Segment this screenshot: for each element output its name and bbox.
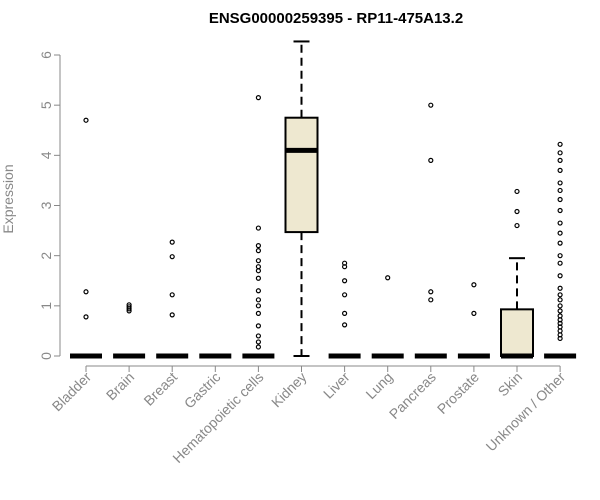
outlier-point xyxy=(255,258,261,264)
outlier-point xyxy=(557,180,563,186)
outlier-point xyxy=(428,297,434,303)
outlier-point xyxy=(83,289,89,295)
outlier-point xyxy=(557,308,563,314)
outlier-point xyxy=(126,304,132,310)
outlier-point xyxy=(557,313,563,319)
outlier-point xyxy=(557,260,563,266)
outlier-point xyxy=(255,323,261,329)
box-group xyxy=(242,95,275,359)
outlier-point xyxy=(83,117,89,123)
outlier-point xyxy=(255,264,261,270)
outlier-point xyxy=(342,260,348,266)
outlier-point xyxy=(428,289,434,295)
y-axis: 0 1 2 3 4 5 6 xyxy=(38,51,61,360)
outlier-point xyxy=(255,268,261,274)
outlier-point xyxy=(557,303,563,309)
outlier-point xyxy=(255,303,261,309)
outlier-point xyxy=(557,285,563,291)
outlier-point xyxy=(557,196,563,203)
category-label: Gastric xyxy=(181,369,224,412)
y-axis-label: Expression xyxy=(0,164,16,233)
outlier-point xyxy=(557,297,563,303)
outlier-point xyxy=(255,339,261,345)
outlier-point xyxy=(514,222,520,229)
box-group xyxy=(156,239,189,359)
box-group xyxy=(284,40,319,357)
outlier-point xyxy=(255,95,261,101)
outlier-point xyxy=(342,322,348,328)
outlier-point xyxy=(342,310,348,316)
y-tick-label: 2 xyxy=(38,252,54,260)
category-label: Lung xyxy=(362,369,395,402)
outlier-point xyxy=(557,273,563,279)
outlier-point xyxy=(557,220,563,226)
outlier-point xyxy=(385,275,391,281)
outlier-point xyxy=(557,141,563,147)
category-label: Skin xyxy=(495,369,526,400)
category-label: Bladder xyxy=(49,369,95,415)
outlier-point xyxy=(471,310,477,316)
outlier-point xyxy=(169,254,175,260)
outlier-point xyxy=(255,333,261,339)
outlier-point xyxy=(557,230,563,236)
outlier-point xyxy=(514,208,520,215)
outlier-point xyxy=(255,288,261,294)
chart-title: ENSG00000259395 - RP11-475A13.2 xyxy=(209,10,463,27)
outlier-point xyxy=(557,328,563,334)
outlier-point xyxy=(255,344,261,350)
box-group xyxy=(457,282,490,359)
box-group xyxy=(328,260,361,359)
outlier-point xyxy=(557,187,563,194)
outlier-point xyxy=(255,248,261,254)
y-tick-label: 0 xyxy=(38,352,54,360)
category-label: Kidney xyxy=(268,369,310,411)
outlier-point xyxy=(557,253,563,259)
outlier-point xyxy=(471,282,477,288)
outlier-point xyxy=(342,292,348,298)
y-tick-label: 6 xyxy=(38,51,54,59)
outlier-point xyxy=(428,157,434,163)
outlier-point xyxy=(428,102,434,108)
box-series xyxy=(70,40,577,359)
outlier-point xyxy=(255,225,261,231)
box-body xyxy=(284,116,319,234)
outlier-point xyxy=(514,188,520,195)
category-label: Pancreas xyxy=(386,369,439,422)
outlier-point xyxy=(557,167,563,173)
box-group xyxy=(500,188,534,359)
category-label: Unknown / Other xyxy=(483,369,569,455)
y-tick-label: 1 xyxy=(38,302,54,310)
box-group xyxy=(113,302,146,359)
outlier-point xyxy=(169,312,175,318)
category-label: Brain xyxy=(103,369,137,403)
outlier-point xyxy=(557,207,563,214)
box-group xyxy=(70,117,102,359)
box-body xyxy=(500,308,534,357)
box-group xyxy=(414,102,447,359)
outlier-point xyxy=(255,243,261,249)
outlier-point xyxy=(255,275,261,281)
outlier-point xyxy=(557,157,563,163)
outlier-point xyxy=(255,310,261,316)
box-group xyxy=(544,141,577,359)
outlier-point xyxy=(557,292,563,298)
y-tick-label: 5 xyxy=(38,101,54,109)
y-tick-label: 3 xyxy=(38,201,54,209)
box-group xyxy=(371,275,404,359)
outlier-point xyxy=(557,150,563,156)
y-tick-label: 4 xyxy=(38,151,54,159)
category-label: Prostate xyxy=(434,369,482,417)
outlier-point xyxy=(169,292,175,298)
outlier-point xyxy=(342,278,348,284)
category-label: Liver xyxy=(320,369,353,402)
outlier-point xyxy=(557,240,563,246)
outlier-point xyxy=(255,297,261,303)
outlier-point xyxy=(126,302,132,308)
outlier-point xyxy=(83,314,89,320)
outlier-point xyxy=(169,239,175,245)
category-label: Breast xyxy=(140,369,180,409)
